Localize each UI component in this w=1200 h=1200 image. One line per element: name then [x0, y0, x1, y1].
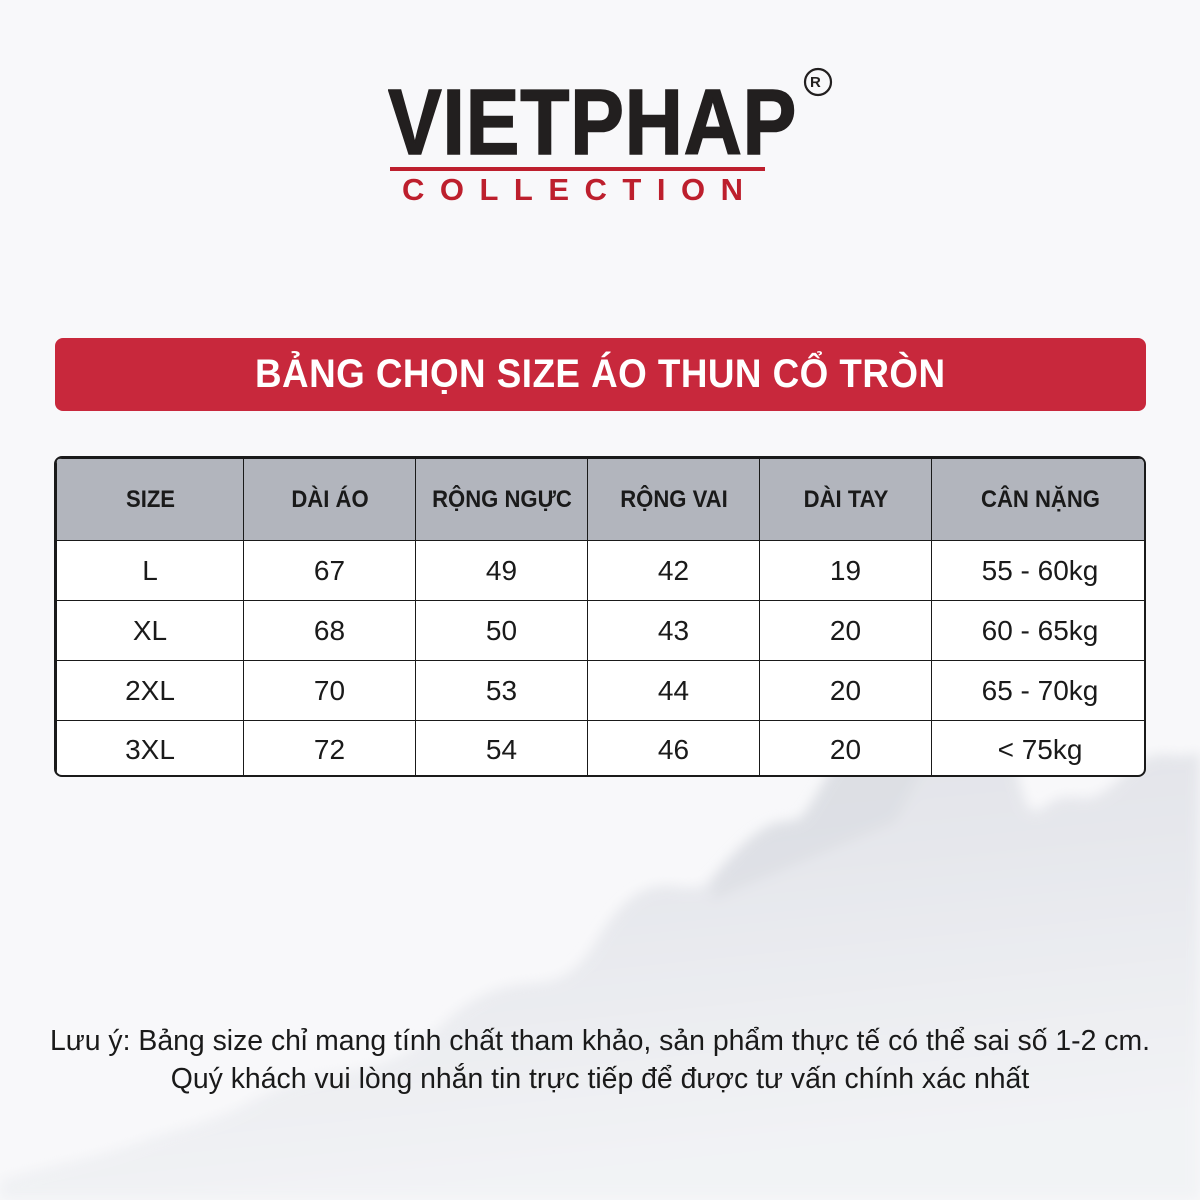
- svg-text:R: R: [810, 74, 821, 91]
- svg-text:COLLECTION: COLLECTION: [402, 172, 759, 202]
- svg-text:VIETPHAP: VIETPHAP: [388, 71, 797, 175]
